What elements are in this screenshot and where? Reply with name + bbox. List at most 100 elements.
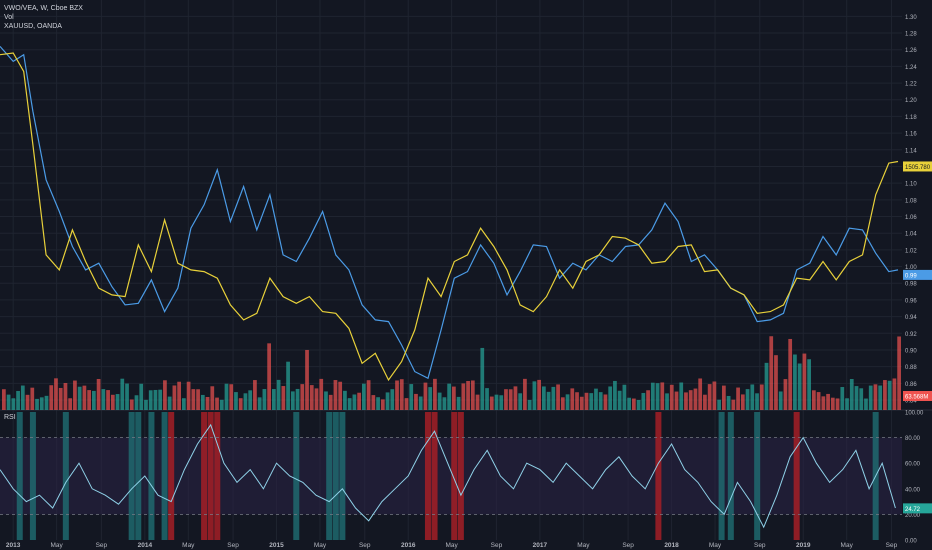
price-tick-label: 0.86 bbox=[905, 382, 917, 388]
volume-bar bbox=[229, 384, 234, 410]
time-tick-label: 2016 bbox=[401, 542, 416, 549]
volume-bar bbox=[703, 394, 707, 410]
volume-bar bbox=[565, 394, 570, 410]
price-tick-label: 1.26 bbox=[905, 48, 917, 54]
volume-bar bbox=[489, 396, 494, 410]
volume-bar bbox=[219, 399, 224, 410]
rsi-legend[interactable]: RSI bbox=[4, 414, 16, 421]
volume-bar bbox=[646, 390, 650, 410]
volume-bar bbox=[343, 390, 347, 410]
rsi-value-badge-bg bbox=[903, 503, 932, 514]
rsi-highlight-bar bbox=[754, 412, 761, 540]
volume-bar bbox=[755, 393, 759, 410]
ratio-series-line bbox=[0, 46, 899, 380]
volume-bar bbox=[622, 384, 627, 410]
volume-bar bbox=[257, 397, 262, 410]
volume-bar bbox=[238, 398, 243, 410]
volume-bar bbox=[267, 343, 271, 410]
volume-bar bbox=[684, 392, 688, 410]
time-tick-label: 2013 bbox=[6, 542, 21, 549]
volume-bar bbox=[380, 399, 385, 410]
volume-bar bbox=[494, 394, 499, 410]
time-tick-label: May bbox=[446, 542, 459, 549]
rsi-axis[interactable]: 100.00 80.00 60.00 40.00 20.00 0.00 bbox=[905, 411, 924, 545]
volume-bar bbox=[527, 399, 532, 410]
volume-bar bbox=[722, 385, 726, 410]
volume-bar bbox=[650, 382, 655, 410]
volume-bar bbox=[679, 382, 684, 410]
volume-bar bbox=[774, 355, 778, 410]
volume-bar bbox=[399, 379, 404, 410]
volume-bar bbox=[253, 380, 257, 410]
gold-price-badge-bg bbox=[903, 161, 932, 172]
volume-bar bbox=[276, 379, 281, 410]
time-tick-label: May bbox=[182, 542, 195, 549]
volume-bar bbox=[338, 381, 343, 410]
volume-bar bbox=[764, 362, 769, 410]
volume-bar bbox=[328, 394, 333, 410]
volume-bar bbox=[390, 389, 395, 410]
volume-bar bbox=[883, 380, 887, 410]
volume-bar bbox=[357, 392, 361, 410]
volume-bar bbox=[395, 380, 399, 410]
volume-bar bbox=[736, 387, 740, 410]
volume-bar bbox=[129, 399, 134, 410]
volume-bar bbox=[347, 398, 352, 410]
volume-bar bbox=[698, 378, 703, 410]
time-tick-label: Sep bbox=[622, 542, 634, 549]
volume-bar bbox=[371, 395, 376, 410]
volume-bar bbox=[456, 396, 461, 410]
rsi-pane-background bbox=[0, 412, 902, 540]
volume-bar bbox=[669, 384, 674, 410]
rsi-line bbox=[0, 423, 896, 529]
volume-bar bbox=[532, 381, 537, 410]
time-tick-label: 2019 bbox=[796, 542, 811, 549]
time-tick-label: May bbox=[314, 542, 327, 549]
time-tick-label: 2018 bbox=[664, 542, 679, 549]
volume-bar bbox=[570, 388, 575, 410]
volume-bar bbox=[305, 349, 309, 410]
rsi-highlight-bar bbox=[451, 412, 458, 540]
volume-bar bbox=[148, 390, 153, 410]
legend-compare[interactable]: XAUUSD, OANDA bbox=[4, 23, 62, 30]
volume-bar bbox=[688, 390, 693, 410]
rsi-value-badge: 24.72 bbox=[905, 507, 921, 513]
volume-bar bbox=[366, 380, 371, 410]
volume-bar bbox=[627, 397, 631, 410]
price-tick-label: 1.10 bbox=[905, 182, 917, 188]
volume-bar bbox=[272, 389, 276, 410]
time-tick-label: 2017 bbox=[533, 542, 548, 549]
legend-symbol[interactable]: VWO/VEA, W, Cboe BZX bbox=[4, 5, 83, 12]
volume-bar bbox=[210, 386, 215, 410]
volume-bar bbox=[82, 385, 87, 410]
rsi-highlight-bar bbox=[457, 412, 464, 540]
rsi-tick-label: 0.00 bbox=[905, 539, 917, 545]
volume-bar bbox=[745, 389, 750, 410]
volume-bar bbox=[418, 396, 423, 410]
time-tick-label: May bbox=[841, 542, 854, 549]
volume-bar bbox=[461, 383, 466, 410]
volume-bar bbox=[845, 398, 849, 410]
volume-bar bbox=[849, 379, 854, 410]
volume-bar bbox=[513, 386, 518, 410]
time-axis[interactable]: 2013 May Sep 2014 May Sep 2015 May Sep 2016 May Sep… bbox=[6, 542, 898, 549]
volume-bar bbox=[404, 398, 409, 410]
volume-bar bbox=[49, 385, 54, 410]
volume-bar bbox=[2, 389, 6, 410]
volume-bar bbox=[840, 387, 845, 410]
volume-bar bbox=[30, 387, 35, 410]
volume-bar bbox=[603, 394, 608, 410]
volume-bar bbox=[584, 392, 589, 410]
volume-bar bbox=[110, 394, 115, 410]
price-tick-label: 1.08 bbox=[905, 198, 917, 204]
volume-bar bbox=[546, 391, 551, 410]
ratio-price-badge-bg bbox=[903, 269, 932, 280]
legend-volume[interactable]: Vol bbox=[4, 14, 14, 21]
volume-bar bbox=[433, 378, 437, 410]
rsi-tick-label: 40.00 bbox=[905, 487, 921, 493]
price-tick-label: 1.20 bbox=[905, 98, 917, 104]
volume-bar bbox=[409, 384, 414, 410]
price-tick-label: 1.28 bbox=[905, 32, 917, 38]
volume-bar bbox=[499, 395, 504, 410]
